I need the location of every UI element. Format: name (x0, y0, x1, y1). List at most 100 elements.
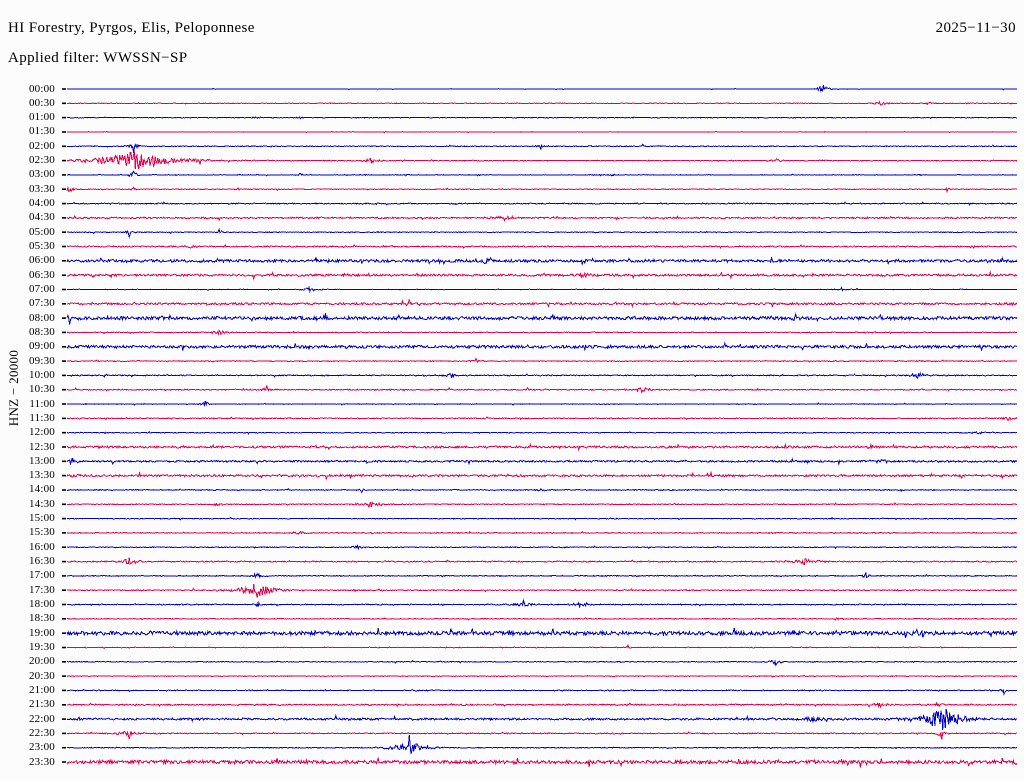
time-label-06-30: 06:30 (28, 268, 55, 281)
trace-03-30 (66, 185, 1017, 194)
trace-08-30 (66, 329, 1018, 336)
trace-08-00 (66, 312, 1018, 325)
time-label-02-00: 02:00 (28, 139, 55, 152)
time-label-18-30: 18:30 (28, 612, 55, 625)
time-label-22-00: 22:00 (28, 712, 55, 725)
time-label-13-30: 13:30 (28, 469, 55, 482)
trace-10-00 (66, 371, 1018, 380)
trace-07-30 (66, 299, 1018, 308)
trace-01-00 (66, 116, 1017, 120)
time-label-12-00: 12:00 (28, 426, 55, 439)
time-label-01-00: 01:00 (28, 111, 55, 124)
trace-02-30 (66, 151, 1018, 170)
trace-00-00 (66, 84, 1018, 93)
trace-19-00 (66, 627, 1018, 639)
trace-12-30 (66, 442, 1018, 452)
time-label-05-00: 05:00 (28, 225, 55, 238)
trace-00-30 (66, 100, 1017, 106)
trace-11-00 (66, 400, 1018, 408)
trace-02-00 (66, 143, 1018, 154)
time-label-06-00: 06:00 (28, 254, 55, 267)
time-label-16-30: 16:30 (28, 555, 55, 568)
trace-18-30 (66, 617, 1018, 621)
trace-05-30 (66, 244, 1018, 250)
trace-10-30 (66, 385, 1018, 394)
time-label-09-00: 09:00 (28, 340, 55, 353)
time-label-12-30: 12:30 (28, 440, 55, 453)
trace-17-30 (67, 584, 1018, 598)
time-label-09-30: 09:30 (28, 354, 55, 367)
time-label-19-30: 19:30 (28, 640, 55, 653)
time-label-00-30: 00:30 (28, 96, 55, 109)
trace-15-00 (66, 516, 1018, 521)
time-label-11-00: 11:00 (29, 397, 55, 410)
trace-22-00 (66, 708, 1018, 730)
time-label-11-30: 11:30 (29, 411, 55, 424)
time-label-14-00: 14:00 (28, 483, 55, 496)
time-label-14-30: 14:30 (28, 497, 55, 510)
trace-05-00 (66, 227, 1018, 239)
record-date: 2025−11−30 (935, 20, 1016, 36)
time-label-07-30: 07:30 (28, 297, 55, 310)
trace-15-30 (66, 530, 1018, 535)
time-label-08-30: 08:30 (28, 325, 55, 338)
trace-13-30 (66, 470, 1018, 481)
trace-20-00 (66, 659, 1018, 667)
trace-14-00 (66, 488, 1018, 494)
trace-21-30 (67, 701, 1018, 709)
trace-18-00 (66, 598, 1018, 609)
trace-23-30 (66, 756, 1018, 768)
time-label-04-00: 04:00 (28, 197, 55, 210)
time-label-05-30: 05:30 (28, 240, 55, 253)
trace-23-00 (66, 735, 1018, 754)
trace-12-00 (66, 430, 1018, 435)
time-label-13-00: 13:00 (28, 454, 55, 467)
trace-09-00 (66, 341, 1018, 352)
trace-13-00 (66, 457, 1018, 466)
time-label-21-30: 21:30 (28, 698, 55, 711)
time-label-07-00: 07:00 (28, 282, 55, 295)
time-label-18-00: 18:00 (28, 598, 55, 611)
time-label-20-30: 20:30 (28, 669, 55, 682)
time-label-02-30: 02:30 (28, 154, 55, 167)
trace-01-30 (66, 130, 1018, 134)
time-label-16-00: 16:00 (28, 540, 55, 553)
time-label-15-30: 15:30 (28, 526, 55, 539)
time-label-03-00: 03:00 (28, 168, 55, 181)
time-label-15-00: 15:00 (28, 512, 55, 525)
time-label-22-30: 22:30 (28, 726, 55, 739)
page-title: HI Forestry, Pyrgos, Elis, Peloponnese (8, 20, 255, 36)
time-label-10-30: 10:30 (28, 383, 55, 396)
trace-19-30 (66, 644, 1018, 649)
trace-07-00 (66, 285, 1017, 293)
trace-17-00 (66, 572, 1018, 579)
trace-09-30 (66, 357, 1017, 364)
time-label-10-00: 10:00 (28, 368, 55, 381)
time-label-17-00: 17:00 (28, 569, 55, 582)
time-label-23-00: 23:00 (28, 741, 55, 754)
time-label-08-00: 08:00 (28, 311, 55, 324)
trace-06-00 (66, 256, 1018, 266)
time-label-20-00: 20:00 (28, 655, 55, 668)
trace-21-00 (66, 688, 1018, 696)
time-label-21-00: 21:00 (28, 683, 55, 696)
trace-06-30 (66, 270, 1018, 281)
trace-04-30 (66, 215, 1017, 222)
trace-16-00 (66, 544, 1018, 550)
time-label-01-30: 01:30 (28, 125, 55, 138)
time-label-23-30: 23:30 (28, 755, 55, 768)
trace-14-30 (66, 501, 1017, 508)
trace-20-30 (66, 674, 1018, 678)
trace-03-00 (67, 170, 1017, 178)
trace-16-30 (66, 557, 1018, 566)
time-label-03-30: 03:30 (28, 182, 55, 195)
time-label-19-00: 19:00 (28, 626, 55, 639)
time-label-00-00: 00:00 (28, 82, 55, 95)
applied-filter-label: Applied filter: WWSSN−SP (8, 50, 188, 66)
trace-11-30 (66, 416, 1018, 421)
time-label-17-30: 17:30 (28, 583, 55, 596)
trace-04-00 (66, 201, 1018, 206)
trace-22-30 (66, 730, 1017, 740)
